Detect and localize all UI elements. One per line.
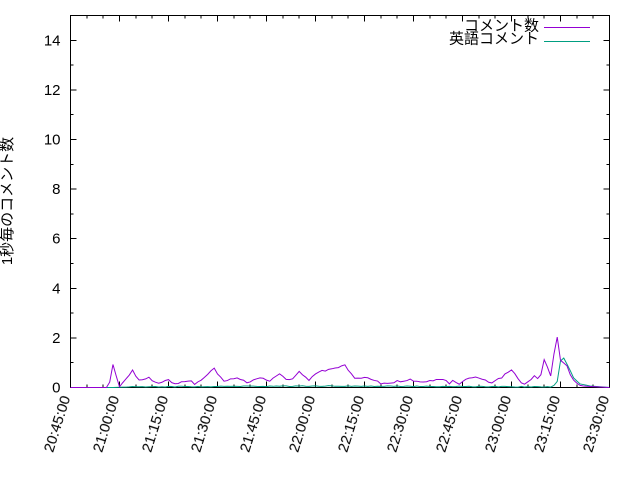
svg-text:0: 0 (52, 380, 60, 397)
svg-text:12: 12 (44, 82, 61, 99)
svg-text:10: 10 (44, 132, 61, 149)
svg-text:14: 14 (44, 32, 61, 49)
svg-text:2: 2 (52, 330, 60, 347)
svg-text:4: 4 (52, 280, 60, 297)
svg-text:1秒毎のコメント数: 1秒毎のコメント数 (0, 137, 16, 265)
svg-text:8: 8 (52, 181, 60, 198)
svg-text:6: 6 (52, 231, 60, 248)
svg-text:英語コメント: 英語コメント (449, 30, 539, 48)
